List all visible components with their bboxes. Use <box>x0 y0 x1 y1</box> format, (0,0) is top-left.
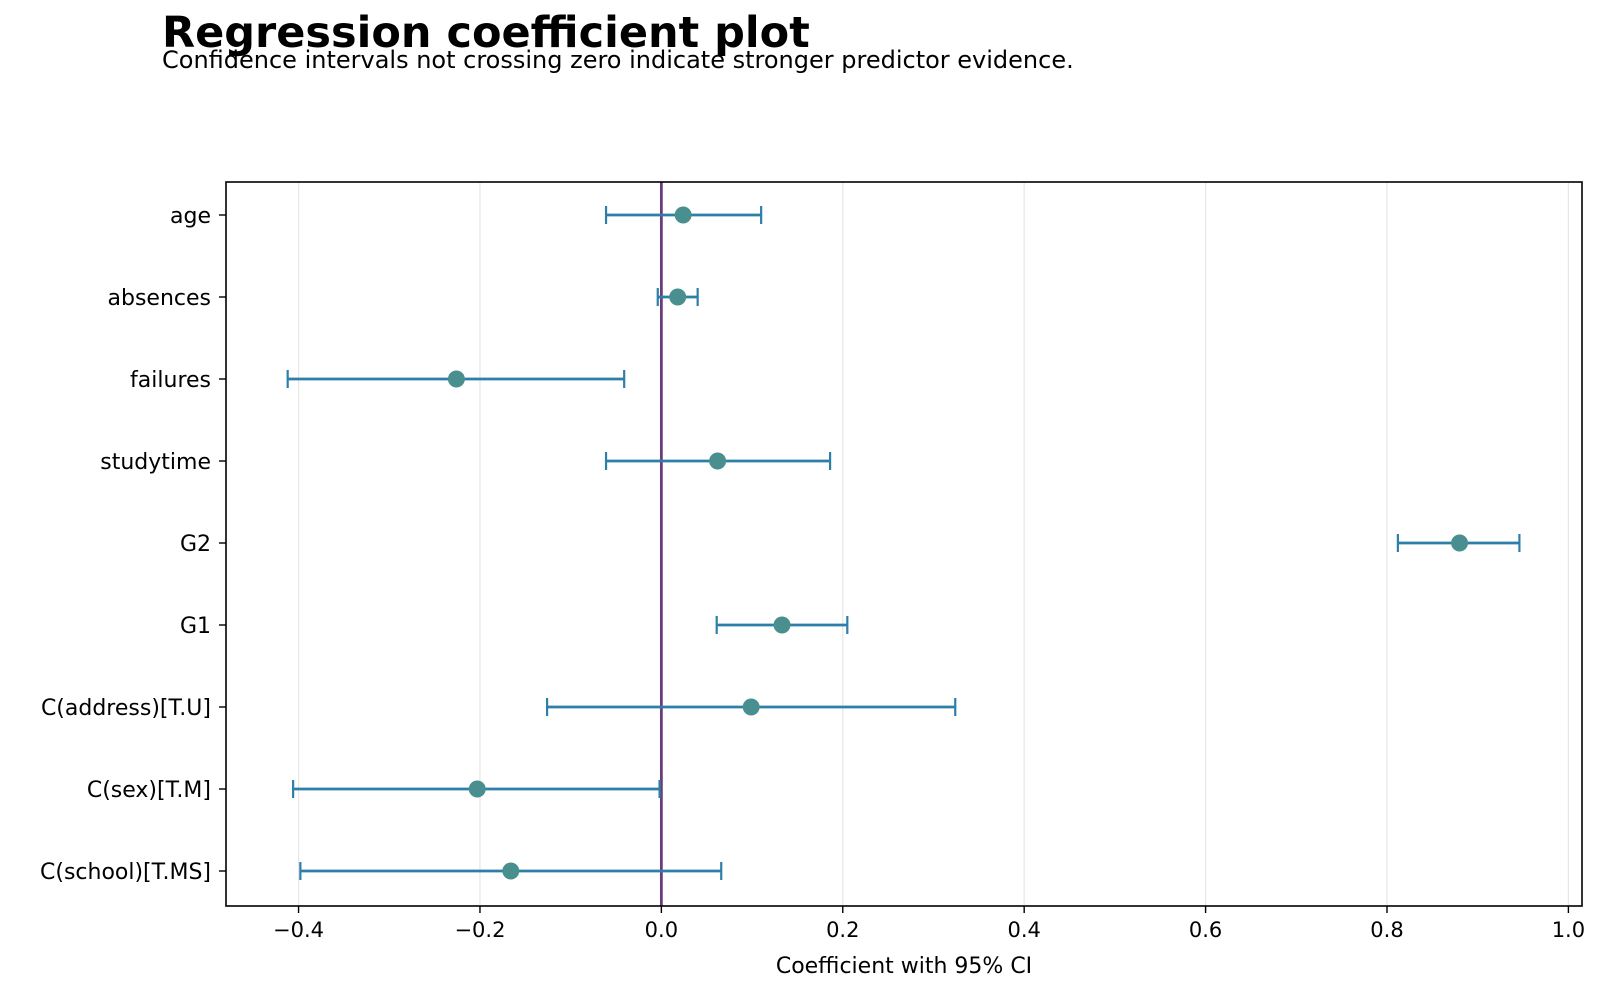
axes: −0.4 −0.2 0.0 0.2 0.4 0.6 0.8 1.0 age absences fai… <box>40 204 1585 942</box>
coefficient-row <box>604 452 832 470</box>
coefficient-marks <box>286 206 1521 880</box>
chart-subtitle: Confidence intervals not crossing zero i… <box>162 46 1074 74</box>
x-tick-label: −0.2 <box>454 918 505 942</box>
y-tick-label: G2 <box>180 532 211 557</box>
estimate-point <box>447 370 465 388</box>
coefficient-row <box>604 206 763 224</box>
y-tick-label: C(school)[T.MS] <box>40 860 211 885</box>
x-axis-label: Coefficient with 95% CI <box>776 954 1032 979</box>
coefficient-row <box>545 698 957 716</box>
coefficient-row <box>656 288 699 306</box>
coefficient-row <box>1396 534 1521 552</box>
x-tick-label: 0.4 <box>1007 918 1040 942</box>
x-tick-label: 0.2 <box>826 918 859 942</box>
y-tick-label: absences <box>108 286 211 311</box>
grid-lines <box>297 182 1569 906</box>
x-tick-label: 0.6 <box>1189 918 1222 942</box>
coefficient-row <box>286 370 626 388</box>
y-tick-label: G1 <box>180 614 211 639</box>
estimate-point <box>468 780 486 798</box>
y-tick-label: studytime <box>100 450 211 475</box>
coefficient-row <box>292 780 661 798</box>
x-tick-label: 1.0 <box>1552 918 1585 942</box>
x-tick-label: 0.8 <box>1370 918 1403 942</box>
estimate-point <box>1451 534 1469 552</box>
y-tick-label: failures <box>130 368 211 393</box>
estimate-point <box>674 206 692 224</box>
estimate-point <box>669 288 687 306</box>
chart-title: Regression coefficient plot <box>162 8 810 58</box>
estimate-point <box>773 616 791 634</box>
estimate-point <box>709 452 727 470</box>
estimate-point <box>502 862 520 880</box>
y-tick-label: age <box>170 204 211 229</box>
y-tick-label: C(address)[T.U] <box>41 696 211 721</box>
estimate-point <box>742 698 760 716</box>
y-tick-label: C(sex)[T.M] <box>87 778 211 803</box>
x-tick-label: −0.4 <box>273 918 324 942</box>
coefficient-row <box>715 616 849 634</box>
x-tick-label: 0.0 <box>645 918 678 942</box>
coefficient-row <box>299 862 723 880</box>
plot-frame <box>225 181 1583 907</box>
